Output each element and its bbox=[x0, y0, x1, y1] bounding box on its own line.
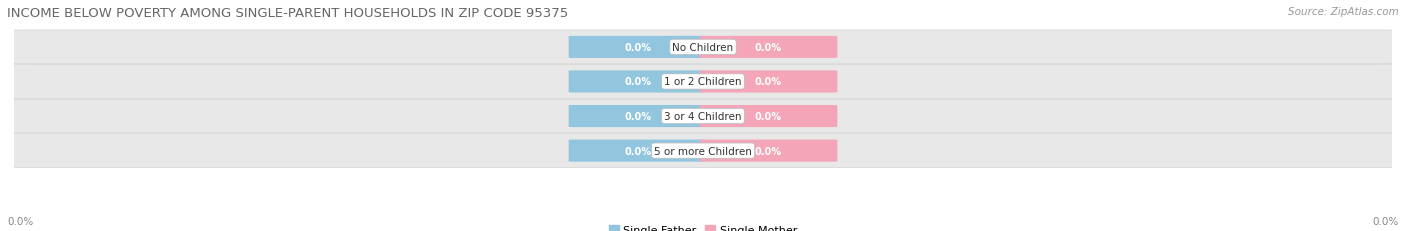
Text: 0.0%: 0.0% bbox=[624, 77, 651, 87]
Text: 0.0%: 0.0% bbox=[624, 43, 651, 53]
FancyBboxPatch shape bbox=[0, 134, 1406, 168]
Legend: Single Father, Single Mother: Single Father, Single Mother bbox=[605, 221, 801, 231]
Text: INCOME BELOW POVERTY AMONG SINGLE-PARENT HOUSEHOLDS IN ZIP CODE 95375: INCOME BELOW POVERTY AMONG SINGLE-PARENT… bbox=[7, 7, 568, 20]
Text: 0.0%: 0.0% bbox=[755, 146, 782, 156]
Text: 3 or 4 Children: 3 or 4 Children bbox=[664, 112, 742, 122]
FancyBboxPatch shape bbox=[568, 140, 706, 162]
Text: 0.0%: 0.0% bbox=[624, 112, 651, 122]
FancyBboxPatch shape bbox=[0, 65, 1406, 99]
Text: 0.0%: 0.0% bbox=[1372, 216, 1399, 226]
FancyBboxPatch shape bbox=[700, 37, 838, 59]
Text: 0.0%: 0.0% bbox=[624, 146, 651, 156]
FancyBboxPatch shape bbox=[700, 140, 838, 162]
FancyBboxPatch shape bbox=[568, 71, 706, 93]
Text: 0.0%: 0.0% bbox=[755, 112, 782, 122]
FancyBboxPatch shape bbox=[568, 106, 706, 128]
Text: 5 or more Children: 5 or more Children bbox=[654, 146, 752, 156]
Text: 0.0%: 0.0% bbox=[755, 77, 782, 87]
FancyBboxPatch shape bbox=[568, 37, 706, 59]
Text: 0.0%: 0.0% bbox=[7, 216, 34, 226]
FancyBboxPatch shape bbox=[0, 31, 1406, 64]
Text: 1 or 2 Children: 1 or 2 Children bbox=[664, 77, 742, 87]
Text: No Children: No Children bbox=[672, 43, 734, 53]
FancyBboxPatch shape bbox=[700, 106, 838, 128]
Text: Source: ZipAtlas.com: Source: ZipAtlas.com bbox=[1288, 7, 1399, 17]
FancyBboxPatch shape bbox=[0, 100, 1406, 134]
FancyBboxPatch shape bbox=[700, 71, 838, 93]
Text: 0.0%: 0.0% bbox=[755, 43, 782, 53]
